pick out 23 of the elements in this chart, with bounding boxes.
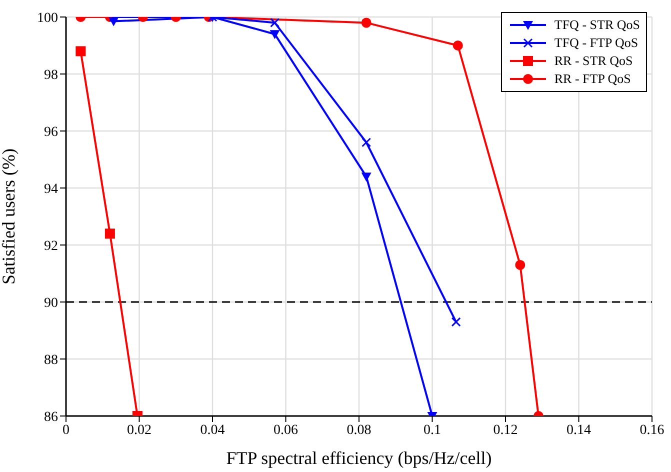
legend-label: TFQ - FTP QoS (554, 35, 638, 51)
x-tick-label: 0.14 (566, 422, 591, 438)
y-tick-label: 86 (44, 410, 58, 425)
y-tick-label: 88 (44, 352, 58, 368)
y-tick-label: 94 (44, 182, 58, 197)
legend-label: RR - FTP QoS (554, 71, 631, 87)
x-tick-label: 0.06 (274, 422, 298, 438)
x-tick-label: 0 (62, 422, 70, 438)
x-axis-title: FTP spectral efficiency (bps/Hz/cell) (226, 448, 492, 468)
y-tick-label: 100 (37, 10, 58, 26)
y-axis-title: Satisfied users (%) (0, 148, 18, 284)
legend-label: RR - STR QoS (554, 53, 633, 69)
x-tick-label: 0.16 (640, 422, 664, 438)
x-tick-label: 0.04 (200, 422, 225, 438)
x-tick-label: 0.08 (346, 422, 372, 438)
x-tick-label: 0.1 (424, 422, 441, 438)
x-tick-label: 0.12 (493, 422, 518, 438)
y-tick-label: 90 (44, 296, 58, 311)
y-tick-label: 96 (44, 124, 58, 140)
y-tick-label: 92 (44, 238, 58, 254)
legend-label: TFQ - STR QoS (554, 17, 640, 33)
x-tick-label: 0.02 (127, 422, 152, 438)
y-tick-label: 98 (44, 68, 58, 83)
